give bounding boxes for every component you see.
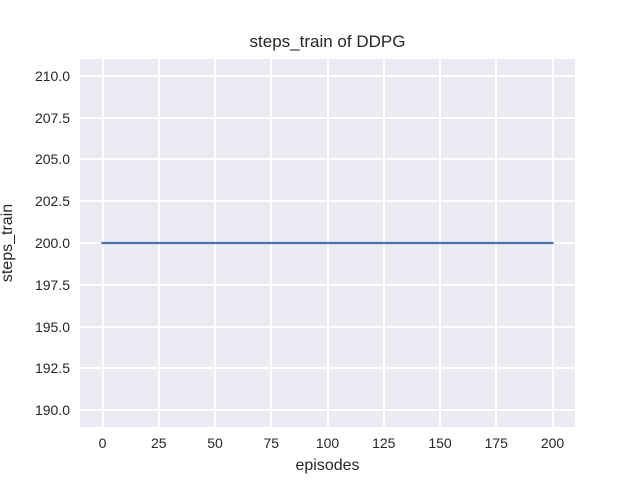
plot-area <box>80 59 575 427</box>
x-tick-label: 175 <box>484 435 508 451</box>
y-tick-label: 202.5 <box>34 193 70 210</box>
y-tick-label: 195.0 <box>34 318 70 335</box>
x-tick-label: 0 <box>98 435 107 451</box>
y-axis-label: steps_train <box>0 203 16 283</box>
x-tick-label: 150 <box>428 435 452 451</box>
plot-title: steps_train of DDPG <box>249 32 406 51</box>
x-tick-label: 50 <box>207 435 223 451</box>
x-axis-label: episodes <box>295 457 360 474</box>
y-tick-label: 200.0 <box>34 235 70 251</box>
x-tick-label: 25 <box>150 435 167 451</box>
y-tick-label: 207.5 <box>34 109 70 126</box>
y-tick-label: 197.5 <box>34 276 70 293</box>
y-tick-label: 192.5 <box>34 360 70 377</box>
x-tick-label: 200 <box>540 435 565 451</box>
x-tick-label: 125 <box>372 435 396 451</box>
y-tick-label: 205.0 <box>34 151 70 168</box>
y-tick-label: 190.0 <box>34 402 70 419</box>
x-tick-label: 75 <box>263 435 280 451</box>
y-tick-label: 210.0 <box>34 67 70 84</box>
x-tick-label: 100 <box>315 435 340 451</box>
